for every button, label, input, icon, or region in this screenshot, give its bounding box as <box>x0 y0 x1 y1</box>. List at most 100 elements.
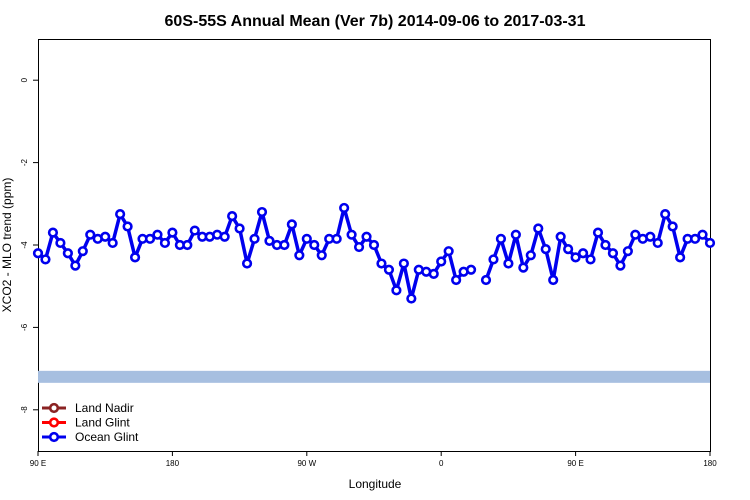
data-point <box>279 239 290 251</box>
legend-label: Land Glint <box>75 416 130 430</box>
data-point <box>495 233 507 244</box>
data-point <box>159 237 171 249</box>
data-point <box>167 227 178 238</box>
data-point <box>309 239 320 251</box>
data-point <box>383 264 395 275</box>
data-point <box>264 235 275 246</box>
data-point <box>615 260 626 271</box>
data-point <box>301 233 312 244</box>
y-tick-label: -8 <box>20 406 29 414</box>
data-point <box>331 233 342 244</box>
data-point <box>533 223 544 234</box>
band-layer <box>38 370 710 383</box>
data-point <box>436 256 447 267</box>
data-point <box>600 239 611 251</box>
y-tick-label: -6 <box>20 323 29 331</box>
y-axis: 0 -2 -4 -6 -8 <box>20 77 38 413</box>
x-tick-label: 90 E <box>30 459 46 468</box>
data-point <box>70 260 81 271</box>
data-point <box>129 252 141 263</box>
data-point <box>660 209 671 220</box>
data-point <box>353 241 365 253</box>
data-point <box>645 231 656 242</box>
data-point <box>607 248 619 259</box>
data-point <box>256 206 268 218</box>
data-point <box>294 250 305 261</box>
y-axis-label: XCO2 - MLO trend (ppm) <box>0 178 14 313</box>
data-point <box>525 250 536 261</box>
x-axis: 90 E 180 90 W 0 90 E 180 <box>30 451 717 468</box>
data-point <box>368 239 380 251</box>
x-tick-label: 180 <box>166 459 180 468</box>
data-point <box>548 274 559 286</box>
data-point <box>361 231 372 242</box>
data-point <box>510 229 521 240</box>
data-point <box>428 268 439 279</box>
data-point <box>152 229 163 240</box>
data-point <box>675 252 686 263</box>
legend-marker <box>48 402 60 414</box>
data-point <box>85 229 96 240</box>
data-point <box>391 285 402 296</box>
legend-marker <box>48 417 60 428</box>
data-point <box>376 258 387 269</box>
data-point <box>316 250 327 261</box>
data-point <box>62 248 73 259</box>
data-point <box>241 258 253 269</box>
data-point <box>219 231 230 242</box>
series-line-ocean-glint <box>36 206 472 301</box>
legend-label: Land Nadir <box>75 401 134 415</box>
data-point <box>189 225 200 236</box>
data-point <box>100 231 111 242</box>
data-point <box>577 248 589 259</box>
data-point <box>503 258 514 269</box>
data-point <box>32 248 44 259</box>
data-point <box>443 246 454 257</box>
y-tick-label: -4 <box>20 241 29 249</box>
data-point <box>346 229 357 240</box>
data-point <box>249 233 260 244</box>
data-point <box>585 254 596 265</box>
x-axis-label: Longitude <box>349 477 402 491</box>
legend-marker <box>48 431 60 443</box>
data-point <box>40 254 51 265</box>
data-point <box>398 258 409 269</box>
y-tick-label: 0 <box>20 77 29 82</box>
data-point <box>115 209 126 220</box>
x-tick-label: 0 <box>439 459 444 468</box>
data-point <box>227 211 238 222</box>
data-point <box>689 233 701 244</box>
legend-label: Ocean Glint <box>75 430 139 444</box>
data-point <box>286 219 297 230</box>
data-point <box>406 293 417 304</box>
data-point <box>339 202 350 214</box>
x-tick-label: 90 E <box>567 459 583 468</box>
reference-band <box>38 370 710 383</box>
x-tick-label: 90 W <box>297 459 316 468</box>
data-point <box>555 231 566 242</box>
data-point <box>107 237 118 249</box>
data-point <box>488 254 499 265</box>
series-layer <box>32 202 716 304</box>
data-point <box>622 246 633 257</box>
data-point <box>451 274 462 286</box>
data-point <box>652 237 663 249</box>
data-point <box>122 221 133 232</box>
data-point <box>518 262 529 273</box>
data-point <box>697 229 708 240</box>
data-point <box>465 264 477 275</box>
chart-title: 60S-55S Annual Mean (Ver 7b) 2014-09-06 … <box>165 13 586 30</box>
data-point <box>704 237 716 249</box>
data-point <box>47 227 59 238</box>
data-point <box>144 233 156 244</box>
data-point <box>667 221 678 232</box>
data-point <box>182 239 193 251</box>
x-tick-label: 180 <box>703 459 717 468</box>
data-point <box>77 246 88 257</box>
y-tick-label: -2 <box>20 158 29 166</box>
data-point <box>630 229 641 240</box>
data-point <box>234 223 245 234</box>
data-point <box>592 227 604 238</box>
